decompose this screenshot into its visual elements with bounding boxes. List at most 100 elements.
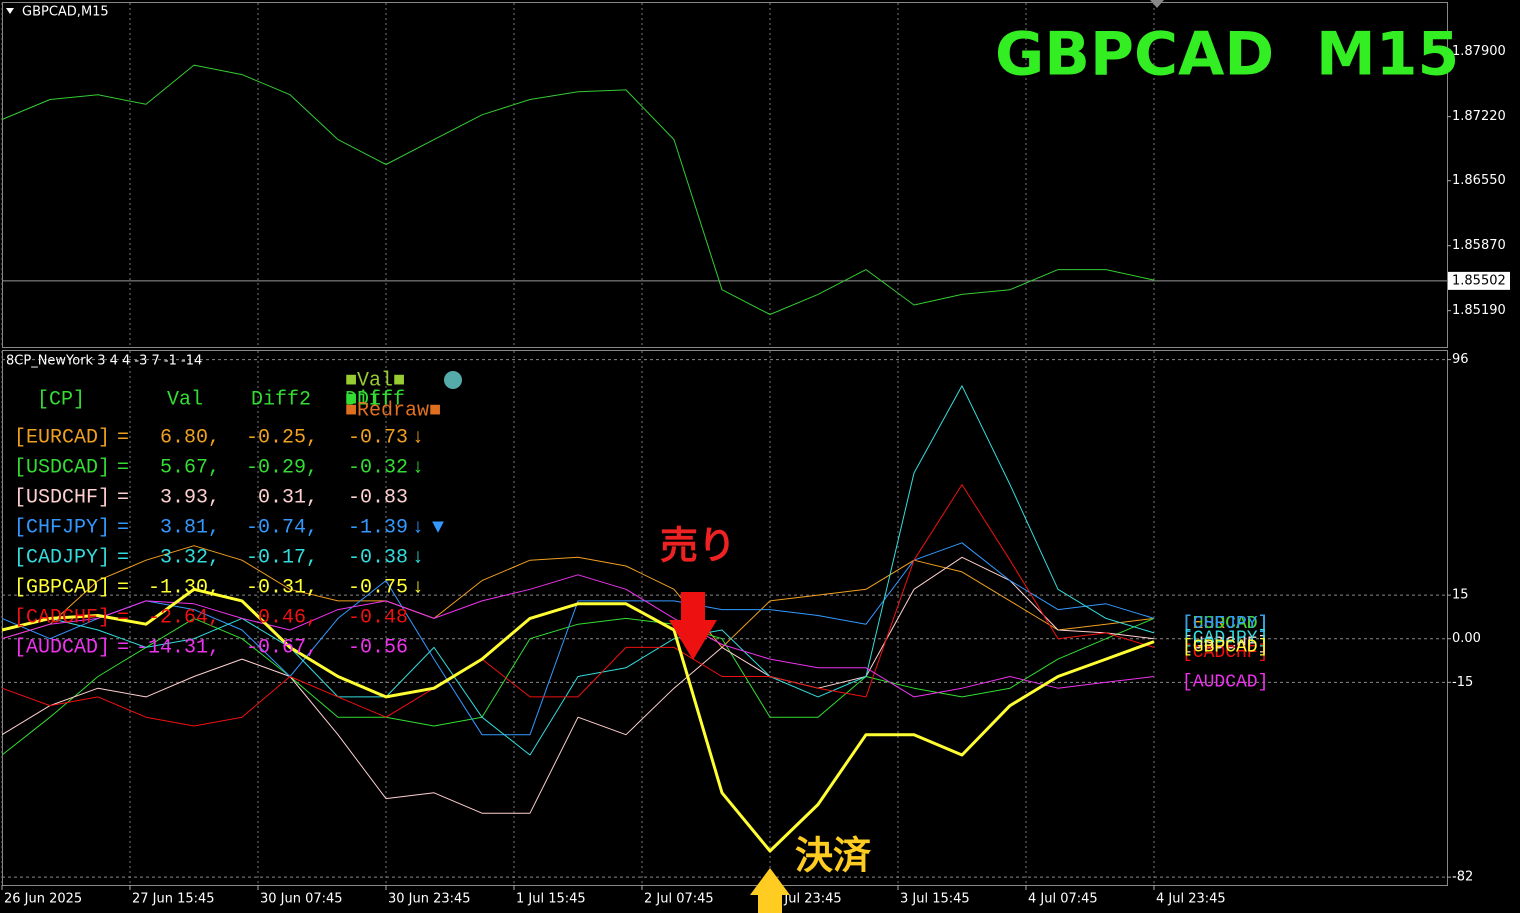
table-cell: =: [117, 576, 129, 599]
series-line: [1, 484, 1155, 727]
table-cell: -0.29,: [246, 456, 318, 479]
table-cell: [USDCAD]: [14, 456, 110, 479]
y-tick-label: 0.00: [1452, 631, 1481, 646]
headline: GBPCAD M15: [995, 20, 1459, 90]
table-cell: -0.74,: [246, 516, 318, 539]
table-cell: -0.38: [348, 546, 408, 569]
table-cell: [CHFJPY]: [14, 516, 110, 539]
series-end-label: [CADJPY]: [1182, 629, 1268, 649]
table-cell: [USDCHF]: [14, 486, 110, 509]
table-cell: =: [117, 516, 129, 539]
table-cell: [CADCHF]: [14, 606, 110, 629]
table-cell: [AUDCAD]: [14, 636, 110, 659]
y-tick-label: -15: [1452, 675, 1473, 690]
series-end-label: [GBPCAD]: [1182, 637, 1268, 657]
table-cell: 5.67,: [160, 456, 220, 479]
x-tick-label: 26 Jun 2025: [4, 892, 82, 907]
x-tick-label: 2 Jul 23:45: [772, 892, 842, 907]
indicator-legend: ■Diff: [345, 388, 405, 411]
price-title: GBPCAD,M15: [22, 5, 109, 20]
table-cell: -14.31,: [136, 636, 220, 659]
y-tick-label: 1.85870: [1452, 238, 1506, 253]
table-cell: ↓: [412, 426, 424, 449]
series-end-label: [CADCHF]: [1182, 643, 1268, 663]
close-arrow: [750, 868, 790, 913]
sell-label: 売り: [660, 524, 736, 568]
series-line: [1, 385, 1155, 756]
table-cell: 0.31,: [258, 486, 318, 509]
table-header: [CP]: [37, 388, 85, 411]
series-end-label: [EURCAD]: [1182, 614, 1268, 634]
table-cell: [EURCAD]: [14, 426, 110, 449]
series-line: [1, 545, 1155, 648]
x-tick-label: 2 Jul 07:45: [644, 892, 714, 907]
x-tick-label: 1 Jul 15:45: [516, 892, 586, 907]
series-end-label: [USDCAD]: [1182, 614, 1268, 634]
y-tick-label: 96: [1452, 352, 1469, 367]
series-line: [1, 556, 1155, 814]
table-cell: =: [117, 606, 129, 629]
y-tick-label: 1.87900: [1452, 44, 1506, 59]
table-cell: ↓: [412, 546, 424, 569]
indicator-legend: ■Val■: [345, 369, 405, 392]
series-line: [1, 587, 1155, 853]
table-cell: ↓: [412, 516, 424, 539]
table-cell: -0.67,: [246, 636, 318, 659]
x-tick-label: 3 Jul 15:45: [900, 892, 970, 907]
table-cell: 0.46,: [258, 606, 318, 629]
table-cell: =: [117, 636, 129, 659]
x-tick-label: 27 Jun 15:45: [132, 892, 215, 907]
series-line: [1, 64, 1155, 315]
table-cell: -0.56: [348, 636, 408, 659]
table-cell: =: [117, 456, 129, 479]
table-header: Val: [167, 388, 203, 411]
status-dot: [444, 371, 462, 389]
series-line: [1, 542, 1155, 736]
table-cell: -0.31,: [246, 576, 318, 599]
table-cell: 6.80,: [160, 426, 220, 449]
table-header: Diff: [345, 388, 393, 411]
indicator-legend: ■Redraw■: [345, 399, 441, 422]
indicator-title: 8CP_NewYork 3 4 4 -3 7 -1 -14: [6, 354, 202, 369]
series-line: [1, 574, 1155, 698]
table-cell: -2.64,: [148, 606, 220, 629]
shift-marker: [1150, 0, 1164, 8]
table-cell: -0.17,: [246, 546, 318, 569]
x-tick-label: 30 Jun 07:45: [260, 892, 343, 907]
table-cell: =: [117, 426, 129, 449]
table-cell: =: [117, 546, 129, 569]
table-cell: ▼: [432, 516, 444, 539]
table-cell: 3.32,: [160, 546, 220, 569]
sell-arrow: [669, 592, 717, 660]
close-label: 決済: [795, 834, 872, 878]
panel-menu-icon: [6, 8, 14, 14]
table-cell: -0.73: [348, 426, 408, 449]
table-cell: -0.83: [348, 486, 408, 509]
series-end-label: [USDCHF]: [1182, 634, 1268, 654]
x-tick-label: 4 Jul 23:45: [1156, 892, 1226, 907]
table-cell: -1.30,: [148, 576, 220, 599]
series-end-label: [AUDCAD]: [1182, 672, 1268, 692]
table-header: Diff2: [251, 388, 311, 411]
y-tick-label: 1.86550: [1452, 173, 1506, 188]
x-tick-label: 30 Jun 23:45: [388, 892, 471, 907]
table-cell: ↓: [412, 456, 424, 479]
table-cell: -0.75: [348, 576, 408, 599]
current-price-box: [1448, 271, 1510, 290]
table-cell: 3.81,: [160, 516, 220, 539]
y-tick-label: 1.87220: [1452, 109, 1506, 124]
table-cell: 3.93,: [160, 486, 220, 509]
table-cell: [GBPCAD]: [14, 576, 110, 599]
x-tick-label: 4 Jul 07:45: [1028, 892, 1098, 907]
y-tick-label: 15: [1452, 588, 1469, 603]
current-price-label: 1.85502: [1452, 273, 1506, 288]
table-cell: [CADJPY]: [14, 546, 110, 569]
y-tick-label: -82: [1452, 870, 1473, 885]
table-cell: -0.48: [348, 606, 408, 629]
table-cell: ↓: [412, 576, 424, 599]
table-cell: -0.32: [348, 456, 408, 479]
series-line: [1, 617, 1155, 756]
table-cell: -1.39: [348, 516, 408, 539]
